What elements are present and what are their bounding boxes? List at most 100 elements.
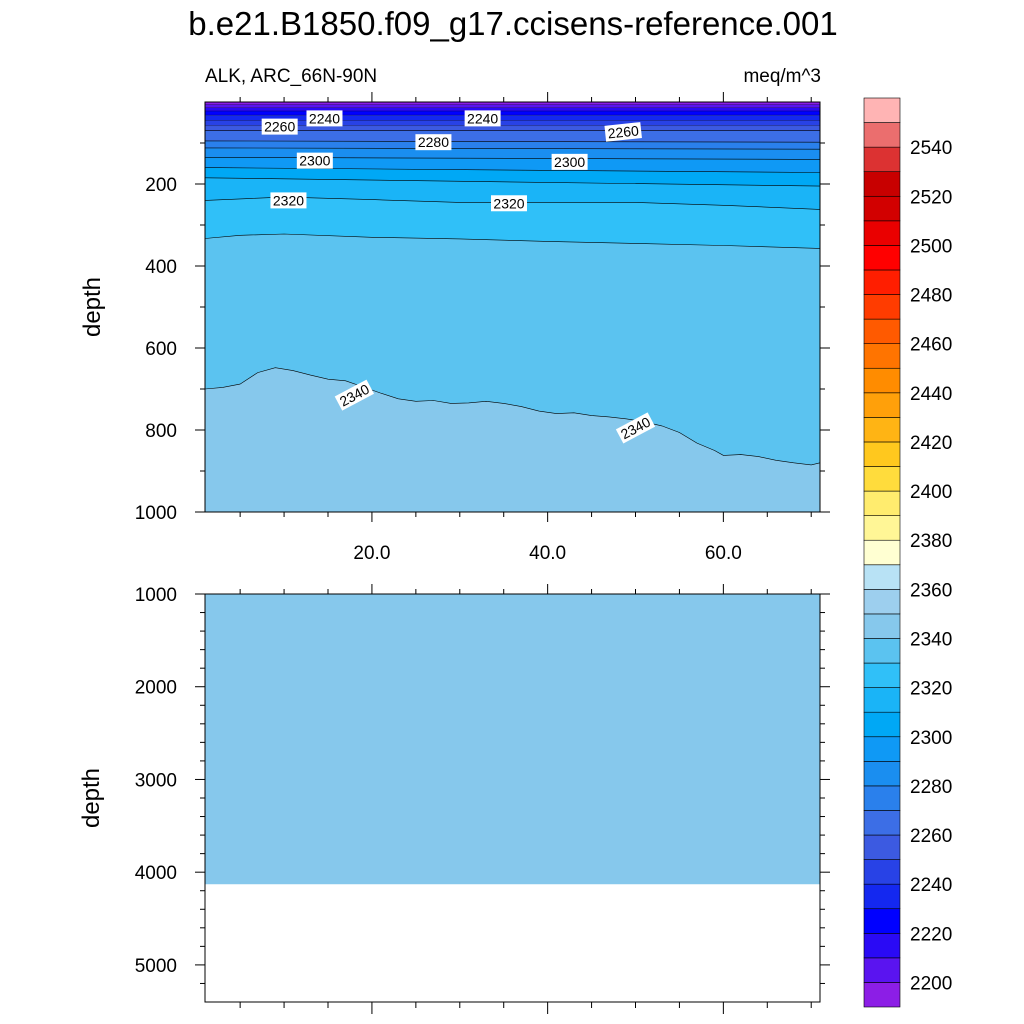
- bottom-panel: 1000 2000 3000 4000 5000 depth: [78, 584, 830, 1014]
- colorbar-box-2230: [863, 883, 901, 910]
- colorbar-box-2420: [863, 417, 901, 443]
- colorbar-box-2200: [863, 957, 901, 983]
- top-y-tick-label: 400: [145, 257, 177, 278]
- contour-label-box: [464, 110, 501, 127]
- contour-line-2270: [204, 140, 821, 143]
- colorbar-label-2460: 2460: [910, 335, 952, 356]
- bottom-panel-ticks: 1000 2000 3000 4000 5000: [135, 584, 830, 1014]
- colorbar-label-2500: 2500: [910, 236, 952, 257]
- colorbar-box-2470: [863, 294, 901, 320]
- contour-label-text: 2320: [273, 192, 304, 208]
- contour-line-2310: [204, 177, 821, 187]
- contour-line-2330: [204, 233, 821, 249]
- surface-band-4: [205, 115, 820, 121]
- contour-label-box: [490, 195, 527, 212]
- colorbar-label-2320: 2320: [910, 679, 952, 700]
- bottom-y-tick-label: 4000: [135, 863, 177, 884]
- bottom-panel-fill: [205, 594, 820, 885]
- bottom-y-tick-label: 3000: [135, 770, 177, 791]
- colorbar-box-2360: [863, 564, 901, 590]
- contour-label-2260: 2260: [261, 118, 298, 135]
- surface-band-6: [205, 125, 820, 131]
- colorbar: 2200 2220 2240 2260 2280 2300 2320 2340 2360 2380…: [863, 97, 952, 1008]
- colorbar-box-2550: [863, 97, 901, 123]
- colorbar-box-2460: [863, 318, 901, 344]
- contour-label-text: 2240: [467, 110, 498, 126]
- surface-band-3: [205, 111, 820, 116]
- colorbar-box-2380: [863, 515, 901, 541]
- bottom-y-tick-label: 5000: [135, 956, 177, 977]
- colorbar-box-2540: [863, 122, 901, 148]
- colorbar-box-2350: [863, 589, 901, 615]
- surface-band-0: [205, 102, 820, 105]
- top-panel-fill: [205, 102, 820, 513]
- bottom-y-tick-label: 2000: [135, 678, 177, 699]
- contour-label-2300: 2300: [296, 152, 333, 169]
- colorbar-box-2300: [863, 711, 901, 738]
- contour-label-2300: 2300: [551, 153, 588, 170]
- colorbar-box-2210: [863, 932, 901, 959]
- contour-label-text: 2240: [309, 110, 340, 126]
- x-tick-label: 40.0: [529, 543, 566, 564]
- top-y-tick-label: 800: [145, 421, 177, 442]
- top-y-tick-label: 200: [145, 175, 177, 196]
- top-panel-ticks: 200 400 600 800 1000 20.0 40.0 60.0: [135, 92, 830, 564]
- contour-label-2260: 2260: [604, 122, 642, 142]
- colorbar-box-2530: [863, 146, 901, 173]
- surface-band-1: [205, 104, 820, 108]
- contour-label-text: 2320: [493, 195, 524, 211]
- colorbar-box-2440: [863, 367, 901, 394]
- bottom-panel-depth-label: depth: [78, 768, 105, 828]
- contour-label-text: 2300: [554, 154, 585, 170]
- colorbar-box-2500: [863, 220, 901, 246]
- colorbar-box-2290: [863, 736, 901, 762]
- colorbar-box-2370: [863, 539, 901, 566]
- colorbar-label-2380: 2380: [910, 531, 952, 552]
- colorbar-box-2410: [863, 441, 901, 467]
- contour-label-2280: 2280: [415, 134, 452, 151]
- contour-label-box: [604, 122, 642, 142]
- contour-label-2240: 2240: [464, 110, 501, 127]
- contour-label-box: [306, 110, 343, 127]
- surface-band-2: [205, 107, 820, 112]
- colorbar-box-2330: [863, 638, 901, 664]
- contour-line-2280: [204, 147, 821, 150]
- colorbar-box-2480: [863, 269, 901, 295]
- colorbar-label-2480: 2480: [910, 286, 952, 307]
- contour-label-2240: 2240: [306, 110, 343, 127]
- colorbar-box-2490: [863, 245, 901, 271]
- colorbar-box-2310: [863, 687, 901, 713]
- colorbar-box-2270: [863, 785, 901, 811]
- colorbar-box-2340: [863, 613, 901, 639]
- colorbar-box-2390: [863, 490, 901, 516]
- colorbar-box-2190: [863, 982, 901, 1008]
- colorbar-label-2520: 2520: [910, 187, 952, 208]
- contour-label-text: 2280: [418, 134, 449, 150]
- colorbar-box-2220: [863, 908, 901, 934]
- colorbar-box-2250: [863, 834, 901, 860]
- colorbar-box-2320: [863, 662, 901, 688]
- colorbar-label-2340: 2340: [910, 629, 952, 650]
- contour-line-2340: [204, 367, 821, 466]
- contour-label-box: [270, 192, 307, 209]
- colorbar-label-2200: 2200: [910, 973, 952, 994]
- contour-label-box: [296, 152, 333, 169]
- variable-region-label: ALK, ARC_66N-90N: [205, 66, 377, 87]
- colorbar-label-2440: 2440: [910, 384, 952, 405]
- contour-fill-2340: [205, 367, 820, 512]
- colorbar-box-2450: [863, 343, 901, 369]
- top-panel-depth-label: depth: [79, 277, 106, 337]
- contour-label-text: 2300: [299, 153, 330, 169]
- colorbar-label-2280: 2280: [910, 777, 952, 798]
- x-tick-label: 60.0: [705, 543, 742, 564]
- figure-title: b.e21.B1850.f09_g17.ccisens-reference.00…: [188, 5, 837, 42]
- bottom-y-tick-label: 1000: [135, 585, 177, 606]
- colorbar-label-2420: 2420: [910, 433, 952, 454]
- contour-label-box: [551, 153, 588, 170]
- colorbar-label-2400: 2400: [910, 482, 952, 503]
- contour-label-box: [415, 134, 452, 151]
- contour-label-2320: 2320: [270, 192, 307, 209]
- colorbar-label-2260: 2260: [910, 826, 952, 847]
- colorbar-label-2540: 2540: [910, 138, 952, 159]
